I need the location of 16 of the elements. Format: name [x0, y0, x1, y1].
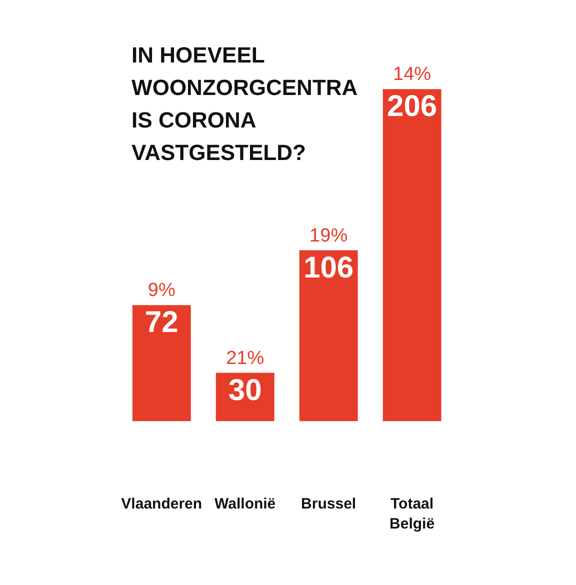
bar — [299, 250, 358, 422]
data-label: 72 — [144, 306, 178, 340]
data-label: 206 — [387, 90, 438, 124]
chart-title: IN HOEVEEL WOONZORGCENTRA IS CORONA VASTGESTELD? — [132, 42, 358, 165]
annotation: 19% — [310, 225, 348, 246]
data-label: 30 — [228, 374, 262, 407]
annotation: 21% — [226, 348, 264, 369]
data-label: 106 — [304, 251, 354, 284]
bar — [382, 89, 442, 422]
annotation: 9% — [148, 280, 176, 302]
x-tick-label: Vlaanderen — [121, 495, 202, 512]
bar — [132, 305, 191, 422]
annotation: 14% — [393, 64, 432, 86]
x-tick-label: Wallonië — [214, 495, 276, 512]
x-tick-label: Brussel — [301, 495, 356, 512]
x-tick-label: Totaal België — [390, 495, 435, 533]
